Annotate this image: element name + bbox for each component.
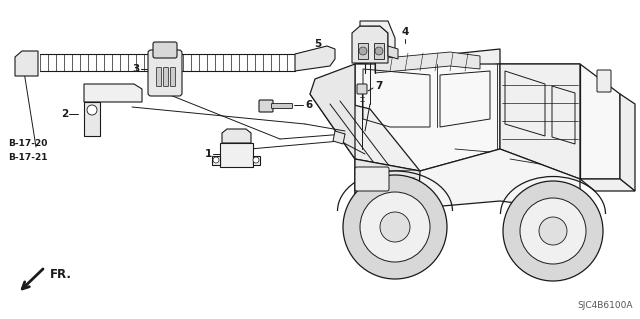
Polygon shape — [355, 199, 420, 222]
Text: 3: 3 — [132, 64, 140, 74]
FancyBboxPatch shape — [374, 43, 384, 59]
Text: 4: 4 — [401, 27, 409, 37]
Polygon shape — [355, 64, 500, 171]
Text: 1: 1 — [205, 149, 212, 159]
Text: 6: 6 — [305, 100, 312, 110]
Text: 2: 2 — [61, 109, 68, 119]
Polygon shape — [295, 46, 335, 71]
FancyBboxPatch shape — [358, 43, 368, 59]
Polygon shape — [355, 49, 500, 79]
FancyBboxPatch shape — [170, 68, 175, 86]
Polygon shape — [500, 64, 620, 179]
Polygon shape — [220, 143, 253, 167]
FancyBboxPatch shape — [163, 68, 168, 86]
Circle shape — [253, 157, 259, 163]
Text: B-17-20: B-17-20 — [8, 139, 47, 149]
Polygon shape — [355, 159, 420, 211]
FancyBboxPatch shape — [597, 70, 611, 92]
Circle shape — [87, 105, 97, 115]
Circle shape — [343, 175, 447, 279]
Polygon shape — [333, 131, 345, 144]
Polygon shape — [15, 51, 38, 76]
Text: 7: 7 — [375, 81, 382, 91]
Text: FR.: FR. — [50, 269, 72, 281]
Polygon shape — [620, 94, 635, 191]
FancyBboxPatch shape — [357, 84, 367, 94]
FancyBboxPatch shape — [153, 42, 177, 58]
Polygon shape — [352, 26, 388, 63]
Circle shape — [360, 192, 430, 262]
Text: 5: 5 — [314, 39, 322, 49]
FancyBboxPatch shape — [355, 167, 389, 191]
Polygon shape — [212, 156, 220, 165]
Polygon shape — [580, 179, 635, 191]
FancyBboxPatch shape — [157, 68, 161, 86]
Circle shape — [380, 212, 410, 242]
Polygon shape — [253, 156, 260, 165]
Polygon shape — [84, 84, 142, 102]
Polygon shape — [500, 64, 580, 179]
Polygon shape — [310, 94, 420, 171]
Polygon shape — [355, 149, 580, 211]
Text: SJC4B6100A: SJC4B6100A — [577, 300, 633, 309]
Text: B-17-21: B-17-21 — [8, 152, 47, 161]
Polygon shape — [222, 129, 251, 143]
FancyBboxPatch shape — [259, 100, 273, 112]
Circle shape — [375, 47, 383, 55]
Circle shape — [359, 47, 367, 55]
Polygon shape — [375, 52, 480, 73]
Polygon shape — [84, 102, 100, 136]
Circle shape — [503, 181, 603, 281]
FancyBboxPatch shape — [271, 103, 292, 108]
FancyBboxPatch shape — [148, 50, 182, 96]
Polygon shape — [360, 21, 395, 51]
Circle shape — [213, 157, 219, 163]
Polygon shape — [388, 46, 398, 59]
Circle shape — [520, 198, 586, 264]
Polygon shape — [310, 64, 355, 159]
Circle shape — [539, 217, 567, 245]
